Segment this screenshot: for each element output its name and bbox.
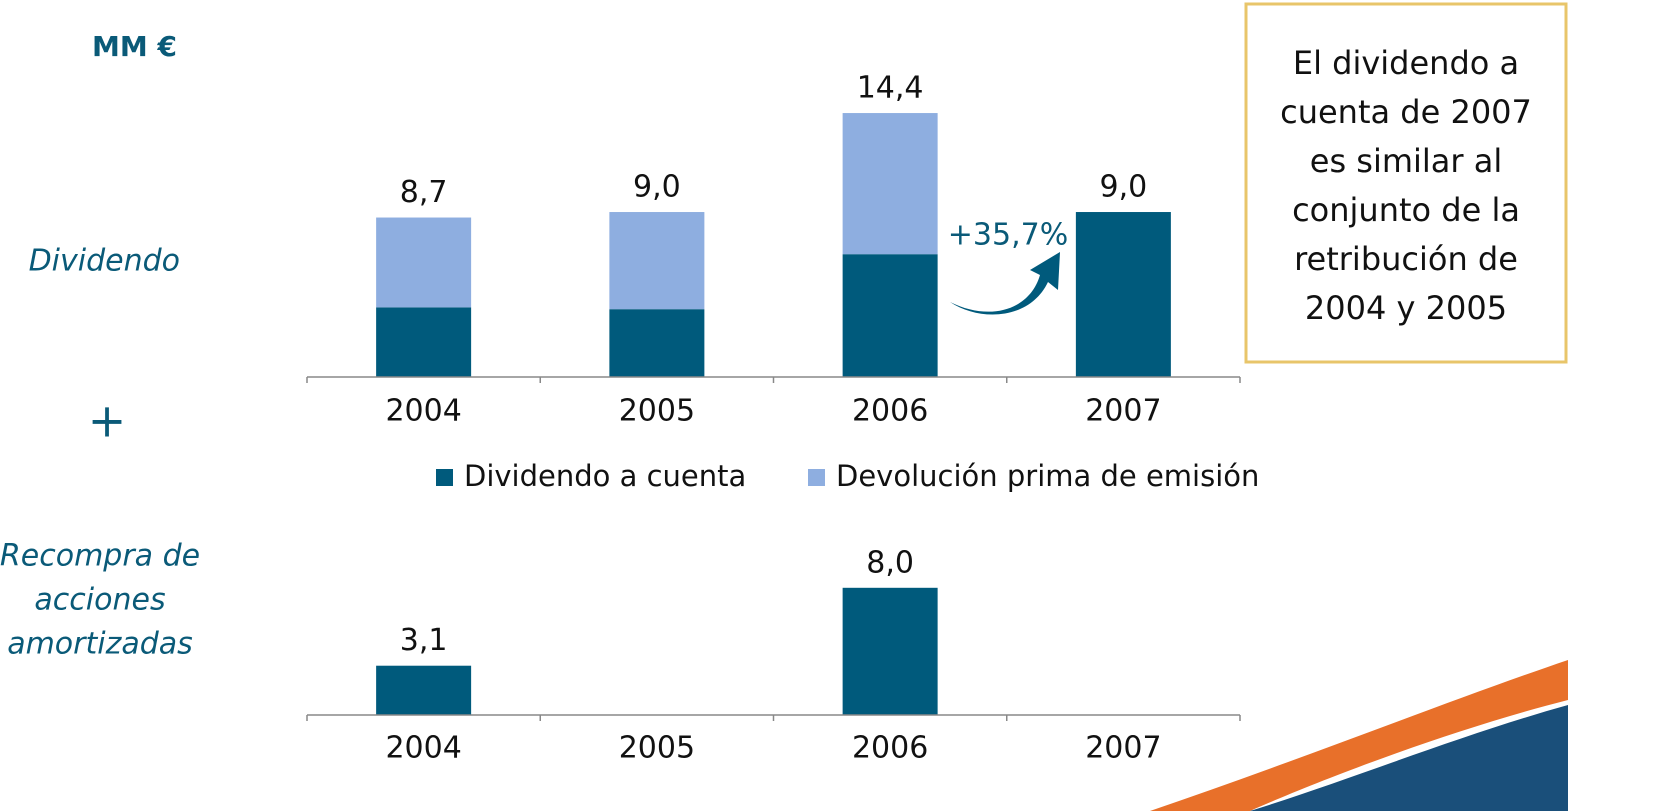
- legend-swatch: [808, 469, 825, 486]
- x-tick-label: 2006: [852, 731, 928, 766]
- bar-segment: [376, 218, 471, 308]
- bar-segment: [609, 309, 704, 377]
- total-label: 9,0: [633, 170, 681, 205]
- slide: MM € + El dividendo a cuenta de 2007 es si…: [0, 0, 1663, 811]
- x-tick-label: 2005: [619, 394, 695, 429]
- bar: [843, 588, 938, 715]
- value-label: 8,0: [866, 545, 914, 580]
- row-label: amortizadas: [7, 627, 193, 662]
- bar-segment: [609, 212, 704, 309]
- x-tick-label: 2004: [385, 731, 461, 766]
- x-tick-label: 2007: [1085, 731, 1161, 766]
- total-label: 14,4: [857, 71, 924, 106]
- legend-label: Devolución prima de emisión: [836, 459, 1259, 493]
- total-label: 9,0: [1100, 170, 1148, 205]
- bar-segment: [843, 113, 938, 254]
- legend-label: Dividendo a cuenta: [464, 459, 746, 493]
- unit-label: MM €: [92, 30, 177, 63]
- value-label: 3,1: [400, 623, 448, 658]
- x-tick-label: 2007: [1085, 394, 1161, 429]
- note-text: El dividendo a: [1293, 44, 1519, 82]
- operator: +: [88, 394, 127, 448]
- row-label: Dividendo: [29, 244, 180, 279]
- legend-swatch: [436, 469, 453, 486]
- note-text: 2004 y 2005: [1305, 289, 1507, 327]
- bar-segment: [1076, 212, 1171, 377]
- note-text: conjunto de la: [1292, 191, 1520, 229]
- annotation: +35,7%: [948, 218, 1068, 253]
- note-text: es similar al: [1310, 142, 1502, 180]
- growth-arrow: [950, 252, 1060, 315]
- row-label: acciones: [34, 583, 165, 618]
- x-tick-label: 2004: [385, 394, 461, 429]
- bar-segment: [376, 307, 471, 377]
- bar: [376, 666, 471, 715]
- x-tick-label: 2005: [619, 731, 695, 766]
- bar-segment: [843, 254, 938, 377]
- note-text: cuenta de 2007: [1280, 93, 1532, 131]
- total-label: 8,7: [400, 175, 448, 210]
- row-label: Recompra de: [0, 539, 200, 574]
- note-text: retribución de: [1294, 240, 1518, 278]
- x-tick-label: 2006: [852, 394, 928, 429]
